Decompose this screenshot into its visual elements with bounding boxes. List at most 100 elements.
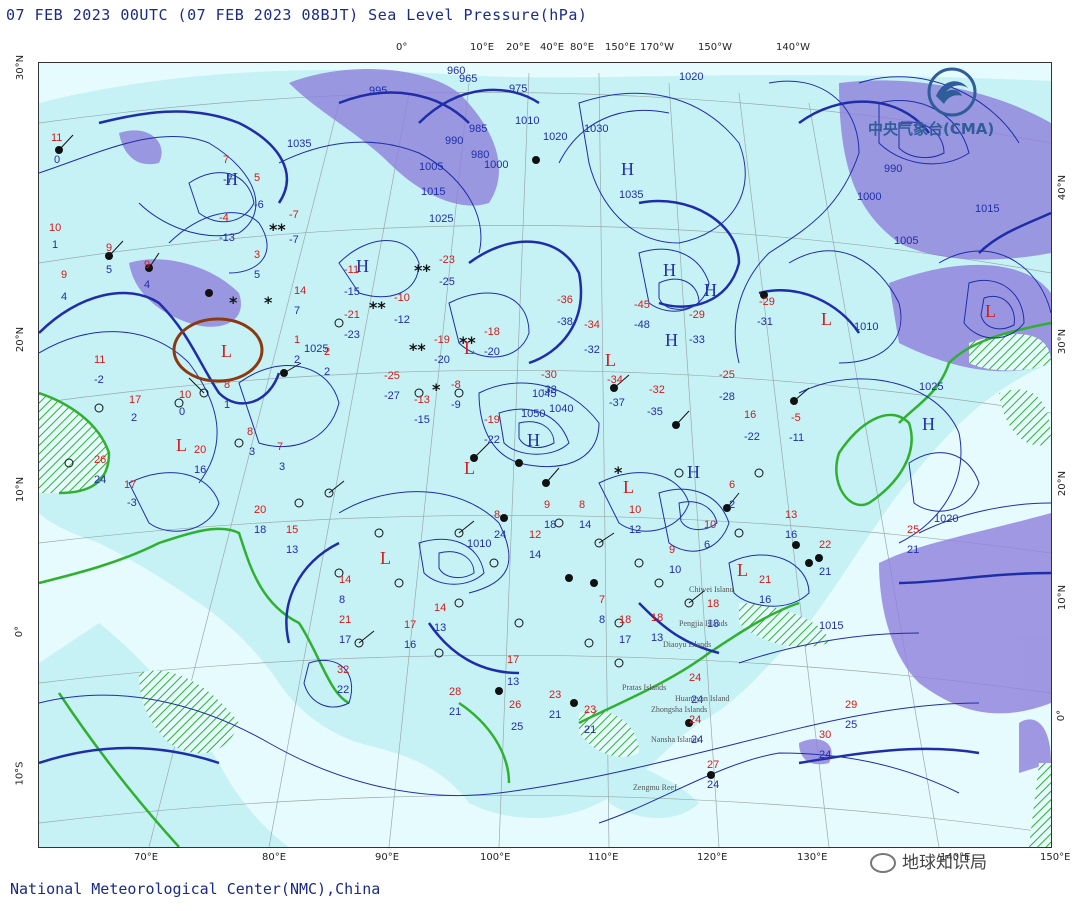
- svg-text:15: 15: [286, 524, 298, 536]
- svg-text:13: 13: [651, 632, 663, 644]
- low-pressure-center: L: [737, 560, 748, 580]
- svg-text:1: 1: [224, 399, 230, 411]
- svg-text:12: 12: [629, 524, 641, 536]
- svg-text:17: 17: [507, 654, 519, 666]
- lat-label-left: 10°S: [14, 761, 26, 786]
- svg-text:10: 10: [629, 504, 641, 516]
- wechat-icon: [870, 853, 896, 873]
- svg-text:**: **: [409, 340, 426, 359]
- svg-text:11: 11: [51, 132, 62, 144]
- isobar-label: 1005: [419, 161, 444, 173]
- svg-text:9: 9: [61, 269, 67, 281]
- svg-text:21: 21: [759, 574, 771, 586]
- svg-text:14: 14: [579, 519, 591, 531]
- lat-label-right: 20°N: [1057, 470, 1069, 497]
- isobar-label: 1035: [619, 189, 644, 201]
- svg-text:-18: -18: [484, 326, 500, 338]
- svg-text:17: 17: [124, 479, 136, 491]
- isobar-label: 960: [447, 65, 466, 77]
- lon-label-bottom: 120°E: [697, 852, 728, 863]
- high-pressure-center: H: [527, 430, 540, 450]
- svg-text:17: 17: [129, 394, 141, 406]
- svg-text:14: 14: [339, 574, 351, 586]
- svg-text:24: 24: [707, 779, 719, 791]
- isobar-label: 1025: [304, 343, 329, 355]
- svg-text:-13: -13: [414, 394, 430, 406]
- isobar-label: 1045: [532, 388, 557, 400]
- low-pressure-center: L: [623, 477, 634, 497]
- svg-text:18: 18: [707, 598, 719, 610]
- svg-text:-15: -15: [344, 286, 360, 298]
- svg-text:-45: -45: [634, 299, 650, 311]
- svg-text:*: *: [264, 293, 273, 312]
- svg-text:-25: -25: [384, 370, 400, 382]
- svg-text:16: 16: [759, 594, 771, 606]
- svg-text:18: 18: [619, 614, 631, 626]
- place-name: Zengmu Reef: [633, 783, 677, 792]
- lon-label-bottom: 140°E: [940, 852, 971, 863]
- isobars: [39, 76, 1051, 824]
- svg-text:21: 21: [907, 544, 919, 556]
- svg-text:7: 7: [277, 441, 283, 453]
- svg-text:2: 2: [324, 346, 330, 358]
- svg-text:-23: -23: [344, 329, 360, 341]
- svg-text:-48: -48: [634, 319, 650, 331]
- high-pressure-center: H: [356, 256, 369, 276]
- svg-text:-29: -29: [759, 296, 775, 308]
- lon-label-top: 150°E: [605, 42, 636, 53]
- svg-text:28: 28: [449, 686, 461, 698]
- svg-text:10: 10: [49, 222, 61, 234]
- svg-text:0: 0: [54, 154, 60, 166]
- place-name: Diaoyu Islands: [663, 640, 712, 649]
- isobar-label: 980: [471, 149, 490, 161]
- svg-text:-11: -11: [344, 264, 359, 276]
- svg-text:24: 24: [819, 749, 831, 761]
- svg-text:0: 0: [179, 406, 185, 418]
- isobar-label: 1010: [854, 321, 879, 333]
- svg-text:9: 9: [144, 259, 150, 271]
- svg-text:3: 3: [254, 249, 260, 261]
- svg-text:14: 14: [529, 549, 541, 561]
- svg-text:27: 27: [707, 759, 719, 771]
- svg-text:23: 23: [584, 704, 596, 716]
- svg-text:26: 26: [509, 699, 521, 711]
- svg-text:9: 9: [669, 544, 675, 556]
- svg-text:26: 26: [94, 454, 106, 466]
- svg-text:-15: -15: [414, 414, 430, 426]
- svg-text:-37: -37: [609, 397, 625, 409]
- svg-text:16: 16: [194, 464, 206, 476]
- land-region: [599, 753, 699, 818]
- graticule: [39, 72, 1051, 847]
- svg-text:10: 10: [179, 389, 191, 401]
- lon-label-top: 0°: [396, 42, 408, 53]
- svg-text:-20: -20: [484, 346, 500, 358]
- lon-label-bottom: 70°E: [134, 852, 159, 863]
- lat-label-right: 30°N: [1057, 328, 1069, 355]
- watermark-text: 地球知识局: [902, 853, 987, 873]
- isobar-label: 1005: [894, 235, 919, 247]
- svg-text:-32: -32: [584, 344, 600, 356]
- svg-text:12: 12: [529, 529, 541, 541]
- svg-text:8: 8: [247, 426, 253, 438]
- svg-text:-7: -7: [289, 209, 299, 221]
- svg-text:24: 24: [689, 714, 701, 726]
- svg-text:-12: -12: [394, 314, 410, 326]
- svg-text:*: *: [432, 380, 441, 399]
- lon-label-bottom: 100°E: [480, 852, 511, 863]
- footer-credit: National Meteorological Center(NMC),Chin…: [10, 880, 381, 898]
- high-pressure-center: H: [687, 462, 700, 482]
- svg-text:24: 24: [94, 474, 106, 486]
- lon-label-top: 40°E: [540, 42, 565, 53]
- svg-text:29: 29: [845, 699, 857, 711]
- svg-text:-31: -31: [757, 316, 773, 328]
- svg-text:-34: -34: [607, 374, 623, 386]
- svg-text:6: 6: [729, 479, 735, 491]
- svg-text:21: 21: [339, 614, 351, 626]
- svg-text:23: 23: [549, 689, 561, 701]
- svg-text:21: 21: [449, 706, 461, 718]
- isobar-label: 1030: [584, 123, 609, 135]
- svg-text:-10: -10: [394, 292, 410, 304]
- svg-text:-33: -33: [541, 384, 557, 396]
- svg-text:**: **: [414, 261, 431, 280]
